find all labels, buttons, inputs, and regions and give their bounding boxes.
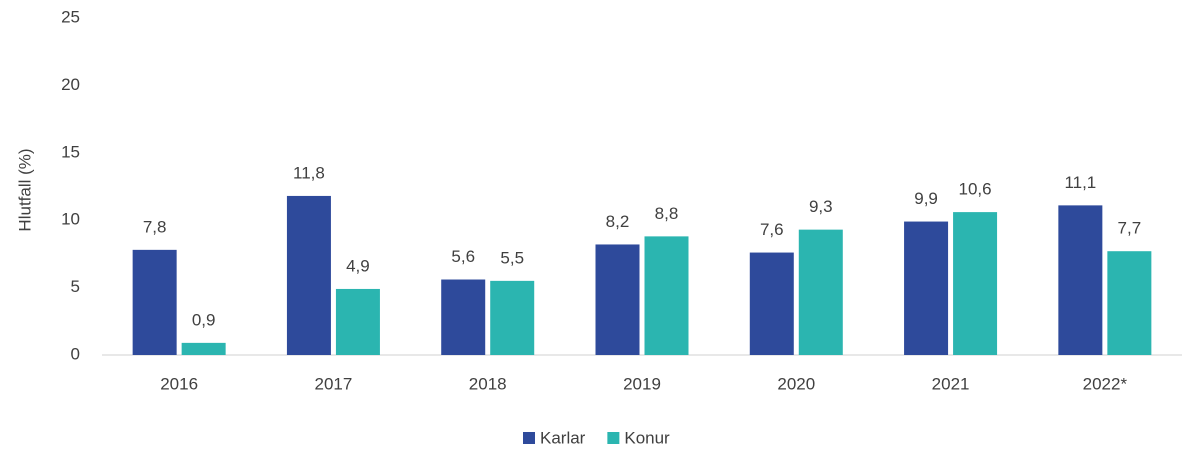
x-tick-label: 2018 [469,374,507,393]
legend-swatch [523,432,535,444]
data-label: 9,3 [809,197,833,216]
data-label: 5,5 [500,248,524,267]
bar [953,212,998,355]
x-tick-label: 2021 [932,374,970,393]
y-tick-label: 5 [71,277,80,296]
x-tick-label: 2017 [315,374,353,393]
x-tick-label: 2019 [623,374,661,393]
y-tick-label: 20 [61,75,80,94]
bar [132,249,177,355]
data-label: 9,9 [914,189,938,208]
data-label: 7,7 [1118,219,1142,238]
bar [441,279,486,355]
bar [798,229,843,355]
data-label: 0,9 [192,310,216,329]
legend-label: Karlar [540,428,586,447]
data-label: 11,1 [1064,173,1096,192]
bar [904,221,949,355]
data-label: 7,8 [143,217,167,236]
x-tick-label: 2016 [160,374,198,393]
data-label: 7,6 [760,220,784,239]
y-tick-label: 15 [61,142,80,161]
bar [595,244,640,355]
bar [181,342,226,355]
bar [490,280,535,355]
legend-label: Konur [624,428,670,447]
data-label: 8,8 [655,204,679,223]
bar [286,195,331,355]
bar [749,252,794,355]
bar [335,288,380,355]
data-label: 8,2 [606,212,630,231]
bar [1107,251,1152,355]
data-label: 5,6 [451,247,475,266]
x-tick-label: 2020 [777,374,815,393]
legend-swatch [607,432,620,444]
x-tick-label: 2022* [1083,374,1128,393]
bar [1058,205,1103,355]
y-tick-label: 0 [71,344,80,363]
y-tick-label: 25 [61,7,80,26]
y-axis-label: Hlutfall (%) [15,148,34,231]
bar [644,236,689,355]
data-label: 11,8 [293,163,325,182]
data-label: 10,6 [959,180,992,199]
y-tick-label: 10 [61,210,80,229]
data-label: 4,9 [346,256,370,275]
